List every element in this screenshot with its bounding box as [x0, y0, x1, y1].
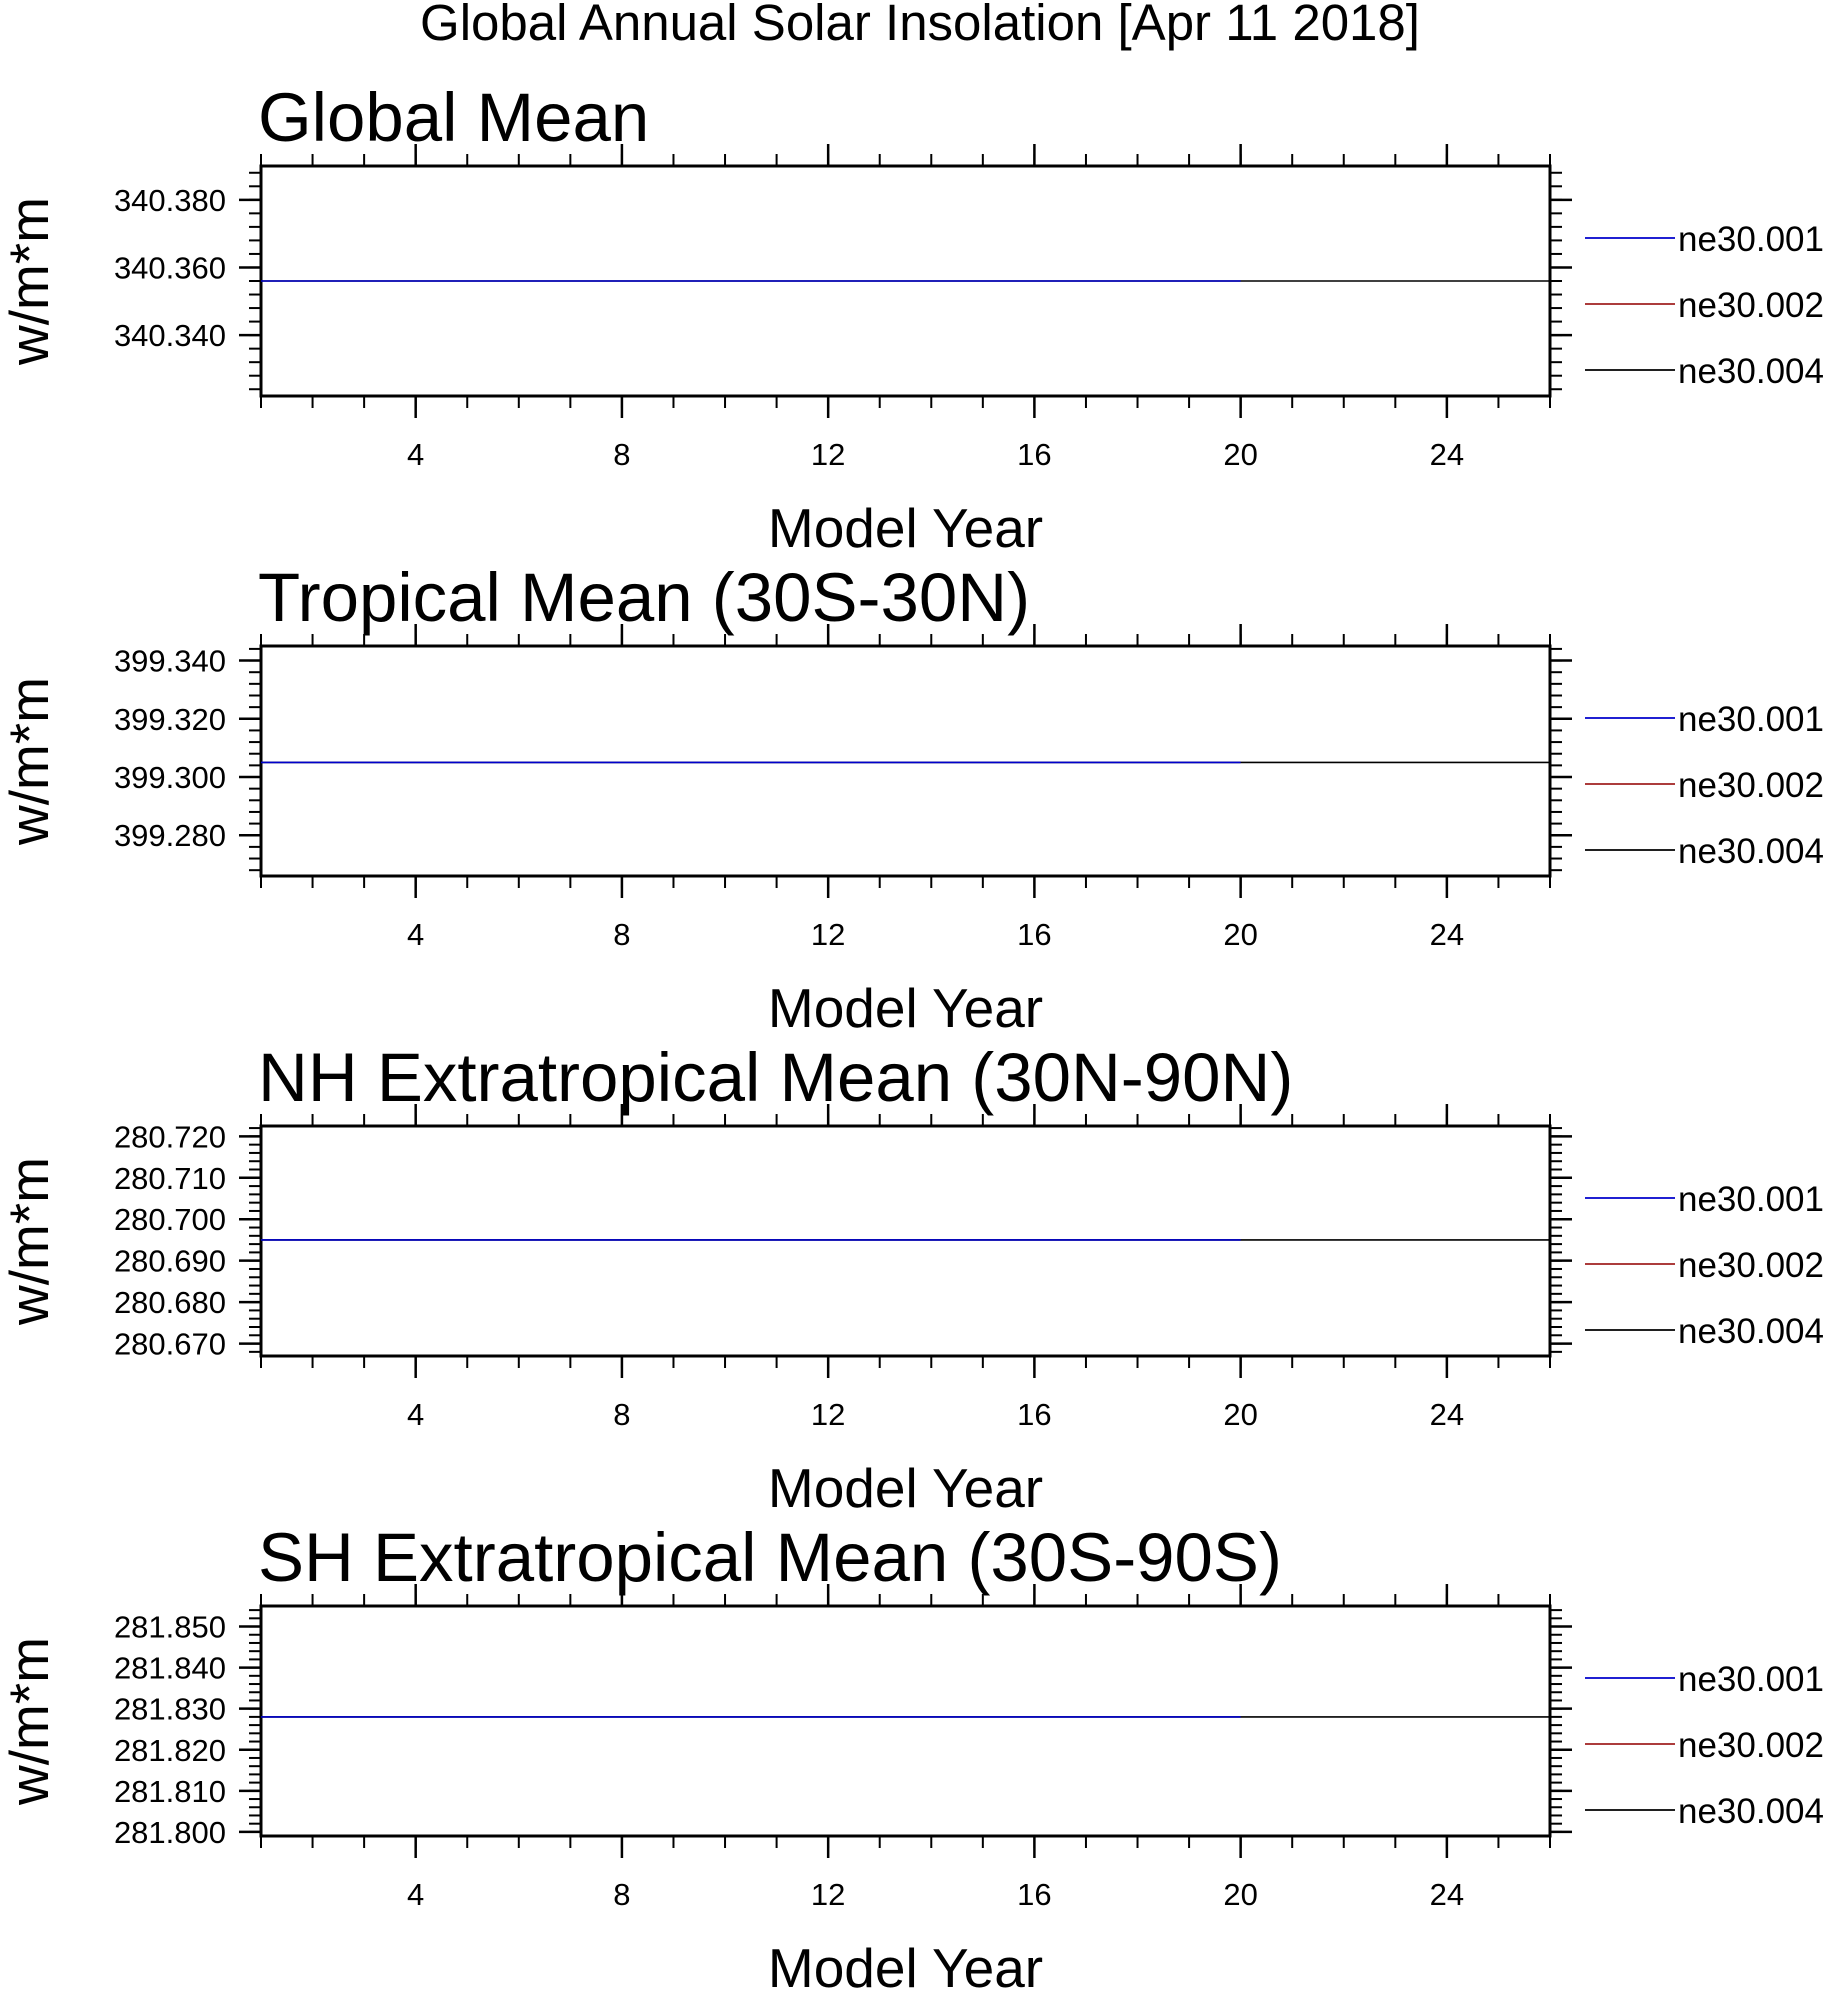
y-tick-label: 281.840 [114, 1651, 226, 1686]
x-tick-label: 24 [1430, 1877, 1464, 1912]
legend-label: ne30.002 [1678, 286, 1824, 325]
x-tick-label: 24 [1430, 1397, 1464, 1432]
x-tick-label: 16 [1017, 437, 1051, 472]
x-tick-label: 20 [1223, 437, 1257, 472]
y-axis-label: w/m*m [0, 677, 60, 846]
y-tick-label: 340.380 [114, 183, 226, 218]
y-tick-label: 399.320 [114, 702, 226, 737]
panel-title: Global Mean [258, 79, 649, 156]
y-tick-label: 340.340 [114, 318, 226, 353]
plot-frame [259, 1604, 1552, 1838]
x-tick-label: 16 [1017, 917, 1051, 952]
legend-label: ne30.004 [1678, 1792, 1824, 1831]
y-axis-label: w/m*m [0, 197, 60, 366]
x-tick-label: 16 [1017, 1397, 1051, 1432]
x-tick-label: 4 [407, 1397, 424, 1432]
x-tick-label: 8 [613, 1877, 630, 1912]
x-tick-label: 4 [407, 917, 424, 952]
x-tick-label: 20 [1223, 917, 1257, 952]
y-tick-label: 280.670 [114, 1327, 226, 1362]
x-tick-label: 12 [811, 1877, 845, 1912]
legend-label: ne30.001 [1678, 1660, 1824, 1699]
chart-panel: NH Extratropical Mean (30N-90N) 4 8 12 16 20 2… [0, 1039, 1824, 1519]
panel-title: NH Extratropical Mean (30N-90N) [258, 1039, 1293, 1116]
y-tick-label: 399.300 [114, 760, 226, 795]
legend-label: ne30.002 [1678, 1726, 1824, 1765]
y-tick-label: 280.680 [114, 1285, 226, 1320]
y-tick-label: 281.850 [114, 1610, 226, 1645]
y-tick-label: 281.820 [114, 1733, 226, 1768]
x-tick-label: 20 [1223, 1877, 1257, 1912]
x-tick-label: 24 [1430, 437, 1464, 472]
chart-panel: Tropical Mean (30S-30N) 4 8 12 16 20 24 399.280… [0, 559, 1824, 1039]
y-axis-label: w/m*m [0, 1637, 60, 1806]
legend-label: ne30.001 [1678, 220, 1824, 259]
y-tick-label: 399.280 [114, 818, 226, 853]
x-axis-label: Model Year [768, 1457, 1043, 1519]
y-axis-label: w/m*m [0, 1157, 60, 1326]
x-tick-label: 8 [613, 917, 630, 952]
y-tick-label: 280.720 [114, 1119, 226, 1154]
x-tick-label: 4 [407, 1877, 424, 1912]
y-tick-label: 399.340 [114, 644, 226, 679]
y-tick-label: 281.810 [114, 1774, 226, 1809]
plot-frame [259, 1124, 1552, 1358]
legend-label: ne30.001 [1678, 1180, 1824, 1219]
x-tick-label: 12 [811, 437, 845, 472]
x-tick-label: 20 [1223, 1397, 1257, 1432]
panel-title: Tropical Mean (30S-30N) [258, 559, 1030, 636]
x-tick-label: 8 [613, 1397, 630, 1432]
chart-panel: Global Mean 4 8 12 16 20 24 340.340 340.360 340.3… [0, 79, 1824, 559]
panels: Global Mean 4 8 12 16 20 24 340.340 340.360 340.3… [0, 79, 1824, 1999]
x-axis-label: Model Year [768, 1937, 1043, 1999]
y-tick-label: 280.700 [114, 1202, 226, 1237]
legend-label: ne30.004 [1678, 352, 1824, 391]
x-tick-label: 12 [811, 1397, 845, 1432]
x-tick-label: 8 [613, 437, 630, 472]
legend-label: ne30.001 [1678, 700, 1824, 739]
legend-label: ne30.002 [1678, 766, 1824, 805]
y-tick-label: 340.360 [114, 250, 226, 285]
x-tick-label: 16 [1017, 1877, 1051, 1912]
x-tick-label: 4 [407, 437, 424, 472]
x-axis-label: Model Year [768, 977, 1043, 1039]
plot-frame [259, 644, 1552, 878]
x-tick-label: 12 [811, 917, 845, 952]
y-tick-label: 280.710 [114, 1161, 226, 1196]
chart-panel: SH Extratropical Mean (30S-90S) 4 8 12 16 20 2… [0, 1519, 1824, 1999]
y-tick-label: 281.800 [114, 1815, 226, 1850]
legend-label: ne30.002 [1678, 1246, 1824, 1285]
x-tick-label: 24 [1430, 917, 1464, 952]
figure-title: Global Annual Solar Insolation [Apr 11 2… [420, 0, 1420, 51]
x-axis-label: Model Year [768, 497, 1043, 559]
y-tick-label: 281.830 [114, 1692, 226, 1727]
legend-label: ne30.004 [1678, 1312, 1824, 1351]
legend-label: ne30.004 [1678, 832, 1824, 871]
panel-title: SH Extratropical Mean (30S-90S) [258, 1519, 1282, 1596]
y-tick-label: 280.690 [114, 1244, 226, 1279]
